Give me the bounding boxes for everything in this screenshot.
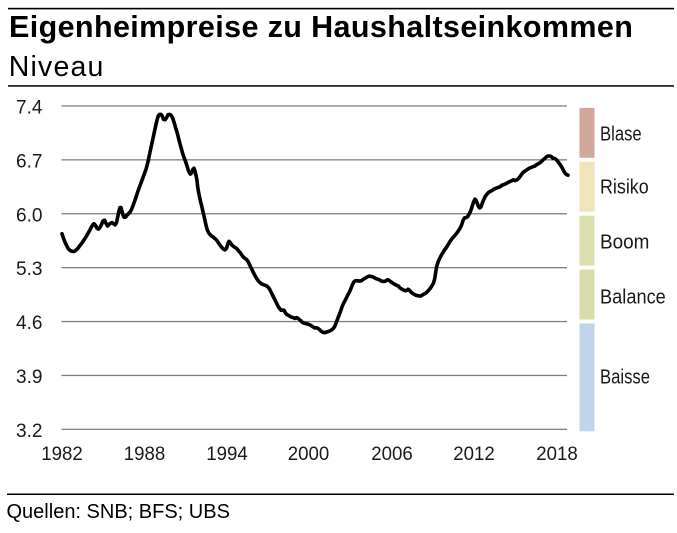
svg-text:Risiko: Risiko (600, 177, 649, 199)
svg-text:6.7: 6.7 (16, 150, 43, 172)
svg-text:3.2: 3.2 (16, 420, 43, 442)
svg-text:7.4: 7.4 (16, 97, 43, 119)
svg-text:Niveau: Niveau (9, 51, 105, 83)
svg-text:1982: 1982 (41, 443, 83, 465)
svg-text:4.6: 4.6 (16, 312, 43, 334)
svg-text:Baisse: Baisse (600, 367, 650, 389)
svg-text:Balance: Balance (600, 287, 666, 309)
svg-text:Quellen: SNB; BFS; UBS: Quellen: SNB; BFS; UBS (7, 501, 230, 523)
svg-text:2018: 2018 (536, 443, 578, 465)
svg-text:Blase: Blase (600, 123, 642, 145)
svg-text:2006: 2006 (371, 443, 413, 465)
svg-text:1988: 1988 (124, 443, 166, 465)
svg-text:1994: 1994 (206, 443, 248, 465)
svg-text:2012: 2012 (453, 443, 495, 465)
svg-text:3.9: 3.9 (16, 366, 43, 388)
svg-text:Boom: Boom (600, 231, 649, 253)
svg-text:5.3: 5.3 (16, 258, 43, 280)
svg-text:6.0: 6.0 (16, 204, 43, 226)
svg-text:2000: 2000 (288, 443, 330, 465)
svg-text:Eigenheimpreise zu Haushaltsei: Eigenheimpreise zu Haushaltseinkommen (9, 10, 633, 44)
